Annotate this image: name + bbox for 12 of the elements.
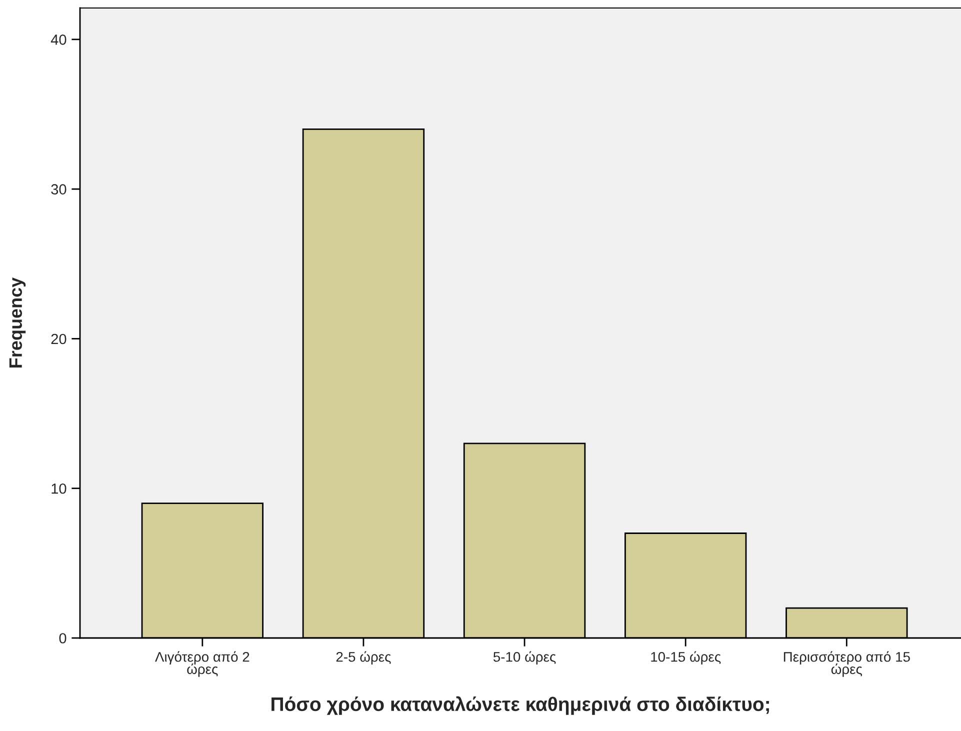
x-tick-label: Λιγότερο από 2 ώρες — [155, 651, 250, 677]
y-tick-label: 30 — [51, 184, 66, 194]
x-tick-label: 2-5 ώρες — [336, 651, 391, 665]
y-axis-title: Frequency — [9, 277, 26, 368]
y-tick-label: 20 — [51, 334, 66, 344]
y-tick-label: 40 — [50, 34, 66, 45]
y-tick-label: 10 — [52, 483, 66, 494]
x-tick-label: Περισσότερο από 15 ώρες — [784, 651, 910, 677]
x-axis-title: Πόσο χρόνο καταναλώνετε καθημερινά στο διαδίκτυο; — [272, 696, 769, 715]
x-tick-label: 10-15 ώρες — [651, 651, 721, 665]
y-tick-label: 0 — [59, 633, 66, 644]
x-tick-label: 5-10 ώρες — [493, 651, 556, 665]
